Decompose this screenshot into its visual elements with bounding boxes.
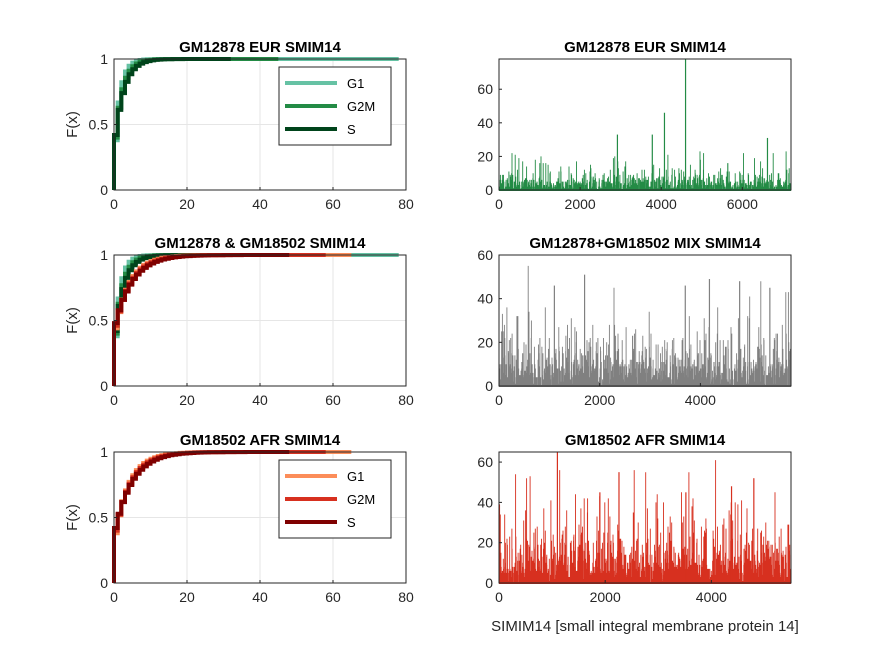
panel-p4: 0 2000 4000 0 20 40 60 GM12878+GM18502 MIX SMIM… [477,235,792,408]
x-tick-label: 2000 [590,589,621,605]
y-tick-label: 60 [477,81,493,97]
y-tick-label: 0 [100,378,108,394]
panel-p2: 0 2000 4000 6000 0 20 40 60 GM12878 EUR SMIM14 [477,39,792,212]
x-tick-label: 4000 [696,589,727,605]
panel-p6: 0 2000 4000 0 20 40 60 GM18502 AFR SMIM14 [477,432,792,605]
y-tick-label: 0.5 [89,117,109,133]
axes-frame [498,58,792,191]
x-tick-label: 4000 [646,196,677,212]
y-tick-label: 40 [477,115,493,131]
y-tick-label: 20 [477,535,493,551]
x-tick-label: 4000 [685,392,716,408]
y-tick-label: 0 [485,575,493,591]
legend-label-g1: G1 [347,76,364,91]
panel-p1: G1 G2M S 0 20 40 60 80 0 0.5 1 GM12878 EUR SMIM14 F(… [64,39,414,212]
panel-p3: 0 20 40 60 80 0 0.5 1 GM12878 & GM18502 SMIM14 F(… [64,235,414,408]
axes-frame [498,254,792,387]
x-tick-label: 60 [325,589,341,605]
axes-frame [498,451,792,584]
legend-label-g2m: G2M [347,99,375,114]
y-tick-label: 1 [100,51,108,67]
x-tick-label: 40 [252,392,268,408]
y-tick-label: 60 [477,454,493,470]
x-tick-label: 60 [325,392,341,408]
x-tick-label: 0 [110,196,118,212]
x-tick-label: 80 [398,392,414,408]
chart-title: GM18502 AFR SMIM14 [565,432,726,449]
y-tick-label: 20 [477,334,493,350]
y-axis-label: F(x) [64,307,81,334]
x-tick-label: 20 [179,196,195,212]
chart-title: GM12878 EUR SMIM14 [179,39,341,56]
x-tick-label: 2000 [584,392,615,408]
figure-x-axis-label: SIMIM14 [small integral membrane protein… [491,618,799,635]
legend-label-g2m: G2M [347,492,375,507]
legend-label-g1: G1 [347,469,364,484]
x-tick-label: 20 [179,589,195,605]
x-tick-label: 0 [495,196,503,212]
x-tick-label: 80 [398,589,414,605]
chart-title: GM12878+GM18502 MIX SMIM14 [529,235,761,252]
y-tick-label: 0 [485,182,493,198]
y-axis-label: F(x) [64,111,81,138]
x-tick-label: 60 [325,196,341,212]
legend-label-s: S [347,122,356,137]
y-tick-label: 0.5 [89,313,109,329]
count-trace [498,460,792,583]
legend-label-s: S [347,515,356,530]
x-tick-label: 40 [252,196,268,212]
y-axis-label: F(x) [64,504,81,531]
y-tick-label: 0 [485,378,493,394]
x-tick-label: 6000 [727,196,758,212]
y-tick-label: 0 [100,575,108,591]
chart-title: GM18502 AFR SMIM14 [180,432,341,449]
y-tick-label: 40 [477,291,493,307]
y-tick-label: 1 [100,247,108,263]
x-tick-label: 0 [110,392,118,408]
count-trace [498,265,792,386]
x-tick-label: 0 [495,392,503,408]
x-tick-label: 20 [179,392,195,408]
y-tick-label: 1 [100,444,108,460]
x-tick-label: 0 [110,589,118,605]
x-tick-label: 0 [495,589,503,605]
y-tick-label: 40 [477,494,493,510]
y-tick-label: 0 [100,182,108,198]
chart-title: GM12878 & GM18502 SMIM14 [155,235,367,252]
y-tick-label: 60 [477,247,493,263]
x-tick-label: 2000 [565,196,596,212]
x-tick-label: 40 [252,589,268,605]
y-tick-label: 20 [477,148,493,164]
count-trace [498,151,792,190]
y-tick-label: 0.5 [89,510,109,526]
x-tick-label: 80 [398,196,414,212]
chart-title: GM12878 EUR SMIM14 [564,39,726,56]
panel-p5: G1 G2M S 0 20 40 60 80 0 0.5 1 GM18502 AFR SMIM14 F(… [64,432,414,605]
